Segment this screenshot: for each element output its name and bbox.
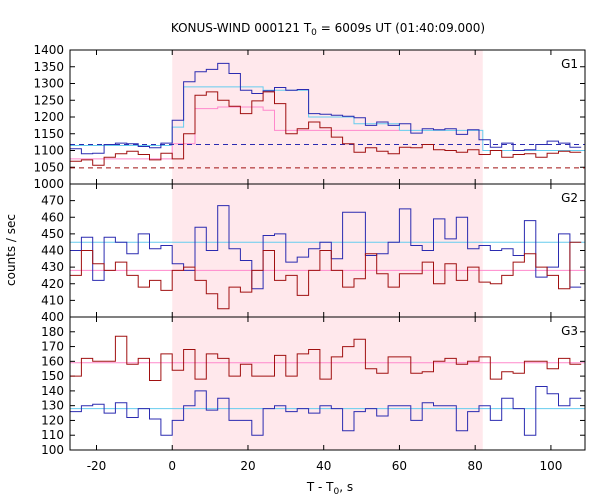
data-series-blue (70, 205, 582, 290)
x-tick-label: 100 (539, 459, 562, 473)
y-tick-label: 180 (41, 325, 64, 339)
panel-g1: 1000 1050 1100 1150 1200 1250 1300 1350 1400 G1 (33, 43, 586, 191)
y-tick-label: 170 (41, 340, 64, 354)
y-tick-label: 450 (41, 227, 64, 241)
x-tick-label: 40 (316, 459, 331, 473)
y-tick-label: 470 (41, 194, 64, 208)
panel-frame (69, 316, 586, 451)
data-series-red (70, 335, 582, 381)
x-tick-label: 0 (168, 459, 176, 473)
y-tick-label: 1100 (33, 144, 64, 158)
x-axis-label-main: T - T (306, 480, 334, 494)
x-tick-label: 60 (392, 459, 407, 473)
y-tick-label: 1050 (33, 160, 64, 174)
y-tick-label: 460 (41, 210, 64, 224)
y-tick-label: 430 (41, 260, 64, 274)
y-tick-label: 130 (41, 399, 64, 413)
x-axis-label-rest: , s (339, 480, 353, 494)
chart-title-main: KONUS-WIND 000121 T (171, 21, 312, 35)
data-series-blue (70, 62, 582, 155)
y-tick-label: 160 (41, 354, 64, 368)
chart-title-rest: = 6009s UT (01:40:09.000) (317, 21, 485, 35)
y-tick-label: 140 (41, 384, 64, 398)
y-tick-label: 110 (41, 428, 64, 442)
y-axis-label: counts / sec (4, 214, 18, 286)
y-tick-label: 120 (41, 413, 64, 427)
data-series-blue (70, 386, 582, 436)
y-tick-label: 1000 (33, 177, 64, 191)
panel-label: G3 (561, 324, 578, 338)
data-series-red (70, 241, 582, 310)
interval-shading (172, 317, 483, 450)
y-tick-label: 400 (41, 310, 64, 324)
panel-g2: 400 410 420 430 440 450 460 470 G2 (41, 183, 586, 324)
y-tick-label: 410 (41, 293, 64, 307)
panel-label: G1 (561, 57, 578, 71)
y-tick-label: 420 (41, 277, 64, 291)
x-tick-label: 20 (240, 459, 255, 473)
chart-title: KONUS-WIND 000121 T0 = 6009s UT (01:40:0… (171, 21, 485, 38)
y-tick-label: 440 (41, 244, 64, 258)
y-tick-label: 1300 (33, 77, 64, 91)
y-tick-label: 1250 (33, 93, 64, 107)
y-tick-label: 1150 (33, 127, 64, 141)
y-tick-label: 100 (41, 443, 64, 457)
panel-label: G2 (561, 191, 578, 205)
panels-group: 100010501100115012001250130013501400G140… (33, 43, 586, 473)
y-tick-label: 150 (41, 369, 64, 383)
x-tick-label: -20 (87, 459, 107, 473)
x-tick-label: 80 (468, 459, 483, 473)
data-series-red (70, 91, 582, 166)
chart-title-subscript: 0 (311, 28, 317, 38)
y-tick-label: 1350 (33, 60, 64, 74)
y-tick-label: 1200 (33, 110, 64, 124)
x-axis-label-subscript: 0 (334, 487, 340, 497)
x-axis-label: T - T0, s (306, 480, 353, 497)
y-tick-label: 1400 (33, 43, 64, 57)
